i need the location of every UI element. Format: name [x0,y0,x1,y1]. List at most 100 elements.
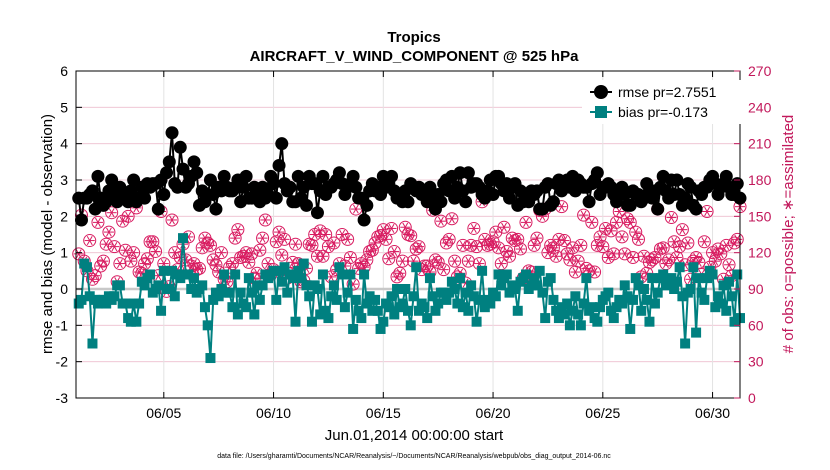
bias-point [575,320,586,331]
bias-point [729,316,740,327]
bias-point [227,302,238,313]
bias-point [460,287,471,298]
bias-point [293,265,304,276]
data-file-footer: data file: /Users/gharamti/Documents/NCA… [217,453,611,460]
rmse-point [299,198,313,212]
obs-assimilated-marker [123,211,134,221]
bias-point [164,284,175,294]
bias-point [413,305,424,316]
bias-point [537,287,548,298]
obs-assimilated-stroke [240,251,247,261]
obs-assimilated-stroke [734,234,741,244]
bias-point [644,316,655,327]
bias-point [693,273,704,284]
obs-assimilated-marker [128,248,139,258]
obs-possible-marker [489,225,503,239]
bias-point [274,265,285,276]
obs-possible-marker [102,225,116,239]
rmse-point [162,155,176,169]
bias-point [548,294,559,305]
obs-assimilated-marker [260,215,271,225]
obs-assimilated-stroke [144,254,151,264]
bias-point [252,280,263,291]
bias-point [199,302,210,313]
obs-possible-marker [412,240,426,254]
obs-assimilated-stroke [561,235,568,246]
bias-point [153,280,164,291]
obs-assimilated-stroke [440,265,447,275]
obs-assimilated-marker [306,240,317,250]
obs-assimilated-stroke [470,223,477,234]
bias-point [219,269,230,280]
bias-point [386,291,397,302]
bias-point [699,294,710,305]
obs-assimilated-stroke [684,238,691,248]
obs-possible-marker [599,221,613,235]
bias-point [167,265,178,276]
obs-assimilated-stroke [248,249,255,259]
bias-point [298,258,309,269]
x-axis-label: Jun.01,2014 00:00:00 start [325,427,504,444]
obs-possible-marker [343,251,357,265]
obs-assimilated-stroke [435,257,442,267]
obs-assimilated-stroke [437,216,444,226]
obs-assimilated-stroke [273,237,280,247]
bias-point [84,291,95,302]
left-tick-label: 0 [60,281,68,297]
rmse-point [209,202,223,216]
rmse-point [582,195,596,209]
obs-assimilated-stroke [95,217,101,227]
obs-assimilated-stroke [317,226,324,236]
obs-possible-marker [664,211,678,225]
rmse-point [190,166,204,180]
obs-assimilated-marker [663,255,674,265]
left-tick-label: -1 [56,317,69,333]
obs-assimilated-stroke [506,251,513,261]
obs-assimilated-stroke [320,251,326,261]
rmse-point [401,195,415,209]
left-tick-label: 2 [60,208,68,224]
bias-point [361,298,372,309]
obs-assimilated-marker [671,252,682,263]
obs-assimilated-stroke [292,239,299,249]
obs-assimilated-stroke [726,260,732,270]
bias-point [131,316,142,327]
bias-point [510,284,521,294]
obs-assimilated-stroke [605,252,612,263]
bias-point [114,280,125,291]
left-tick-label: 4 [60,136,68,152]
obs-assimilated-stroke [597,232,603,242]
bias-point [638,284,649,294]
bias-point [636,305,647,316]
obs-assimilated-marker [627,252,638,263]
bias-point [452,298,463,309]
obs-assimilated-marker [666,212,677,223]
obs-assimilated-stroke [558,202,565,212]
obs-possible-marker [96,254,110,268]
obs-assimilated-stroke [465,256,472,266]
obs-possible-marker [511,232,525,246]
bias-point [216,284,227,294]
obs-assimilated-marker [103,227,114,237]
obs-assimilated-marker [147,237,158,247]
obs-assimilated-marker [468,223,479,234]
bias-point [304,291,315,302]
right-y-ticks: 0 30 60 90 120 150 180 210 240 270 [734,63,772,406]
bias-point [608,313,619,324]
bias-point [128,298,139,309]
bias-point [625,323,636,334]
obs-possible-marker [127,246,141,260]
obs-possible-marker [563,253,577,267]
obs-possible-marker [360,253,374,267]
obs-assimilated-stroke [125,211,132,221]
x-tick-label: 06/05 [146,405,181,421]
obs-count-markers [72,195,747,298]
obs-assimilated-stroke [569,243,576,253]
obs-assimilated-stroke [407,231,414,241]
bias-point [707,269,718,280]
obs-possible-marker [242,255,256,269]
left-y-ticks: -3 -2 -1 0 1 2 3 4 5 6 [56,63,82,406]
obs-assimilated-stroke [352,204,359,214]
obs-assimilated-stroke [495,243,502,253]
rmse-point [346,169,360,183]
